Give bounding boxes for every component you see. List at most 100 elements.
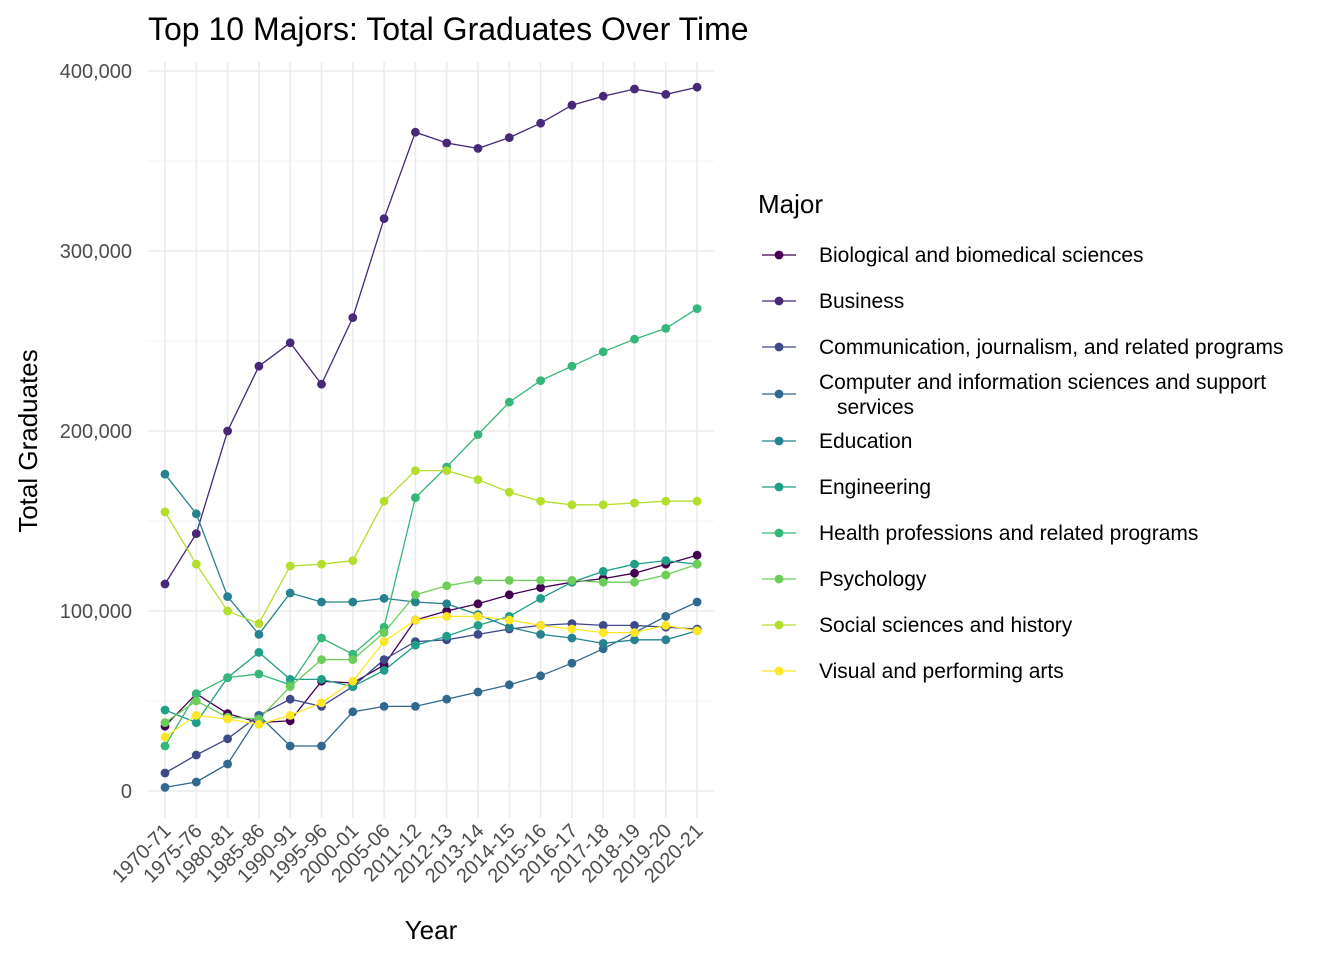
data-point [191,509,201,519]
data-point [254,619,264,628]
data-point [473,687,483,697]
data-point [598,500,608,510]
data-point [317,741,326,751]
data-point [160,507,170,517]
data-point [223,714,233,724]
legend-label: Computer and information sciences and su… [819,371,1266,419]
data-point [630,559,639,569]
data-point [191,559,201,569]
data-point [442,694,452,704]
data-point [223,592,233,601]
data-point [473,630,483,639]
data-point [567,633,577,643]
data-point [536,118,545,128]
series-line [164,308,698,747]
series-line [164,86,698,585]
chart-title: Top 10 Majors: Total Graduates Over Time [148,11,749,47]
legend-key-point [774,296,784,306]
data-point [630,621,639,630]
data-point [630,84,639,94]
data-point [692,82,702,92]
data-point [536,594,545,603]
data-point [191,777,201,787]
data-point [379,702,389,711]
data-point [692,559,702,569]
data-point [191,718,201,727]
data-point [692,550,702,560]
legend-key-point [774,342,784,352]
y-tick-label: 300,000 [60,241,132,263]
data-point [160,469,170,479]
y-axis-title: Total Graduates [13,349,43,533]
data-point [411,127,420,137]
data-point [442,599,452,609]
legend-label: Visual and performing arts [819,660,1064,683]
data-point [411,702,420,711]
data-point [630,334,639,344]
data-point [285,338,295,348]
data-point [348,597,358,607]
data-point [317,379,326,389]
data-point [317,675,326,684]
data-point [567,100,577,110]
data-point [223,673,233,682]
data-point [254,630,264,639]
data-point [285,694,295,704]
data-point [191,711,201,720]
legend-label: Engineering [819,476,931,499]
data-point [285,741,295,751]
data-point [411,615,420,625]
y-tick-label: 200,000 [60,421,132,443]
data-point [473,612,483,621]
data-point [191,696,201,706]
legend-label-line: Computer and information sciences and su… [819,371,1266,394]
data-point [317,559,326,569]
data-point [160,579,170,589]
data-point [536,621,545,630]
data-point [160,705,170,715]
data-point [191,750,201,760]
series-line [164,469,698,625]
data-point [504,487,514,497]
data-point [348,707,358,717]
legend-key-point [774,620,784,630]
data-point [348,676,358,686]
data-point [411,466,420,475]
legend-label-line: services [837,396,914,419]
legend-label: Education [819,430,912,453]
data-point [661,496,671,506]
data-point [317,597,326,607]
data-point [630,498,639,508]
data-point [567,576,577,585]
data-point [254,361,264,371]
data-point [692,626,702,636]
data-point [442,631,452,641]
data-point [442,612,452,621]
data-point [661,570,671,580]
data-point [473,621,483,630]
data-point [379,666,389,675]
legend-key-point [774,574,784,584]
data-point [473,430,483,439]
data-point [285,682,295,691]
data-point [379,655,389,664]
data-point [411,493,420,502]
series-line [164,615,698,738]
data-point [285,561,295,571]
data-point [598,577,608,587]
data-point [317,633,326,643]
data-point [661,556,671,565]
data-point [223,734,233,744]
y-tick-label: 400,000 [60,61,132,83]
data-point [442,138,452,148]
data-point [567,361,577,371]
data-point [661,90,671,99]
data-point [473,475,483,484]
x-axis-ticks: 1970-711975-761980-811985-861990-911995-… [108,820,708,887]
series-line [164,473,698,645]
data-point [536,630,545,639]
legend-key-point [774,482,784,492]
data-point [379,594,389,603]
data-point [567,624,577,634]
data-point [504,590,514,600]
